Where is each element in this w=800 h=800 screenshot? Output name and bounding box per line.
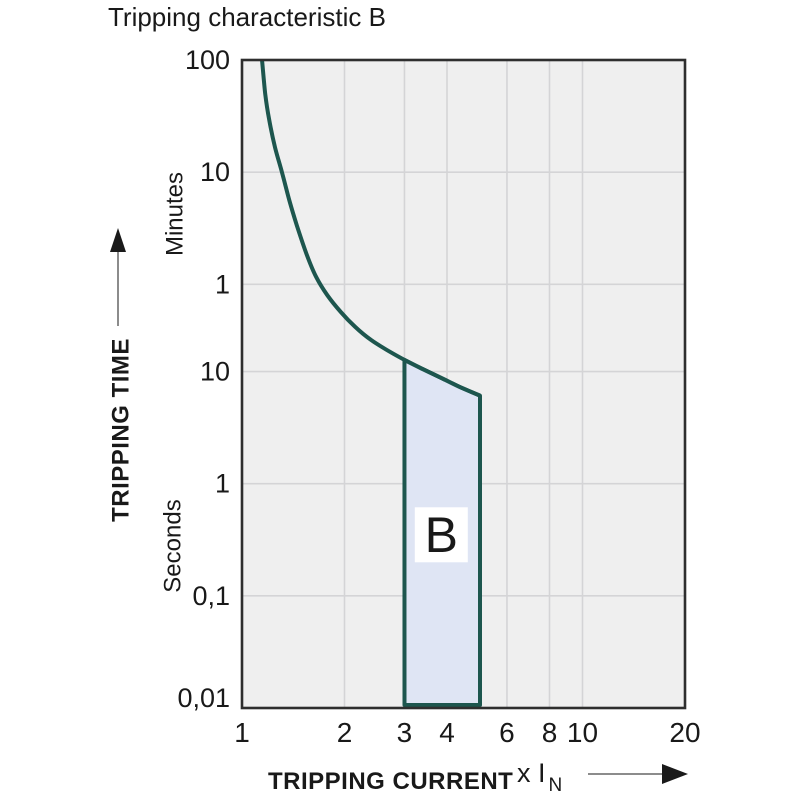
x-unit-subscript: N [549,775,563,796]
x-tick-label: 2 [337,717,353,748]
page-title: Tripping characteristic B [108,2,386,32]
x-tick-label: 6 [499,717,515,748]
y-axis-arrow [110,228,126,326]
plot-area: 1 2 3 4 6 8 10 20 100 10 1 10 1 0,1 0,01 [177,45,700,748]
y-axis-title: TRIPPING TIME [108,338,135,522]
x-tick-label: 20 [669,717,700,748]
x-tick-label: 3 [397,717,413,748]
y-axis-seconds-label: Seconds [160,499,187,592]
x-tick-label: 10 [567,717,598,748]
x-tick-label: 4 [439,717,455,748]
y-tick-label: 1 [215,269,230,299]
x-tick-label: 1 [234,717,250,748]
y-tick-label: 0,1 [192,581,230,611]
x-axis-title: TRIPPING CURRENT [268,768,513,795]
x-tick-label: 8 [542,717,558,748]
band-label: B [425,507,458,563]
plot-border [240,58,687,710]
y-tick-label: 1 [215,469,230,499]
y-axis-minutes-label: Minutes [162,172,189,256]
y-tick-label: 10 [200,157,230,187]
x-unit-prefix: x I [517,758,546,788]
y-tick-label: 0,01 [177,683,230,713]
y-tick-label: 100 [185,45,230,75]
x-axis-arrow [588,764,688,784]
y-axis-arrow-head-icon [110,228,126,252]
y-tick-labels: 100 10 1 10 1 0,1 0,01 [177,45,230,713]
tripping-curve [260,59,481,398]
band-label-box [414,507,468,563]
x-axis-arrow-head-icon [662,764,688,784]
y-tick-label: 10 [200,357,230,387]
x-tick-labels: 1 2 3 4 6 8 10 20 [234,717,700,748]
